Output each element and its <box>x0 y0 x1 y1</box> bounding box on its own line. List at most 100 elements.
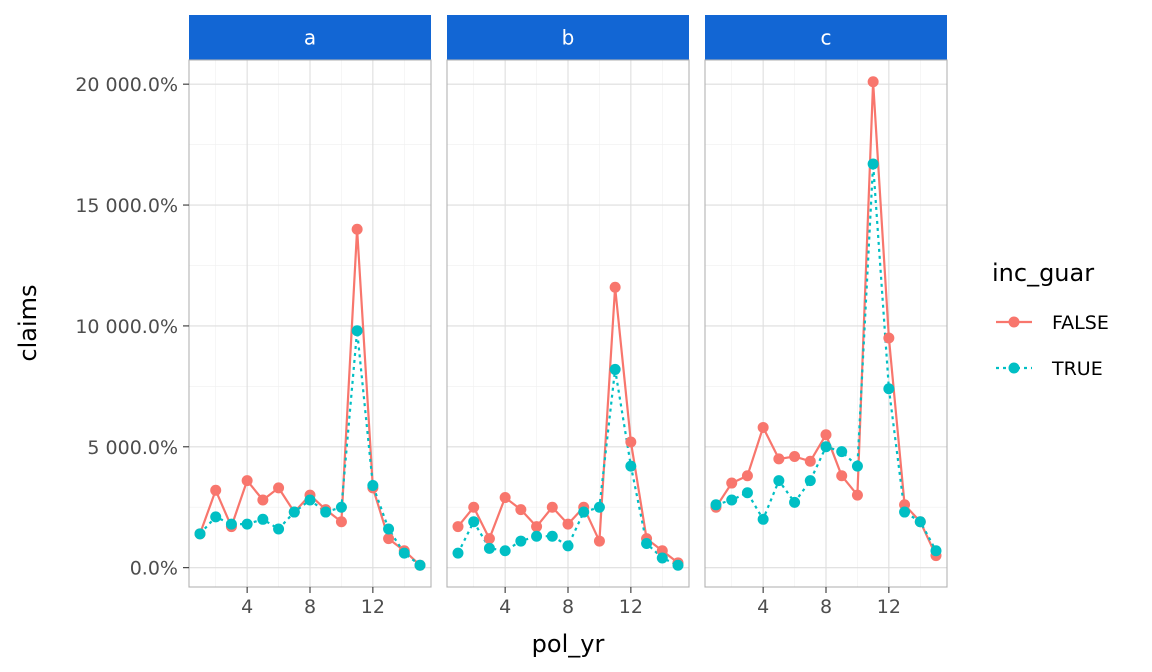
facet-strip-a <box>189 15 431 60</box>
data-point-false <box>851 489 863 501</box>
data-point-false <box>741 470 753 482</box>
data-point-true <box>773 475 785 487</box>
facet-panels: a b c <box>188 15 948 588</box>
data-point-false <box>273 482 285 494</box>
y-axis-title: claims <box>14 284 42 361</box>
data-point-true <box>804 475 816 487</box>
facet-panel-b: b <box>446 15 690 588</box>
data-point-true <box>836 446 848 458</box>
x-tick-label: 12 <box>877 596 901 618</box>
data-point-false <box>515 504 527 516</box>
data-point-false <box>531 521 543 533</box>
data-point-true <box>851 460 863 472</box>
data-point-true <box>383 523 395 535</box>
facet-panel-a: a <box>188 15 432 588</box>
legend-entry-false: FALSE <box>996 312 1109 334</box>
data-point-true <box>883 383 895 395</box>
data-point-true <box>609 363 621 375</box>
data-point-false <box>452 521 464 533</box>
data-point-true <box>820 441 832 453</box>
data-point-true <box>899 506 911 518</box>
data-point-false <box>773 453 785 465</box>
data-point-true <box>225 518 237 530</box>
data-point-false <box>625 436 637 448</box>
data-point-false <box>383 533 395 545</box>
data-point-true <box>515 535 527 547</box>
data-point-false <box>820 429 832 441</box>
facet-strip-c <box>705 15 947 60</box>
x-tick-label: 4 <box>241 596 253 618</box>
data-point-true <box>625 460 637 472</box>
legend-key-point <box>1008 316 1020 328</box>
legend-entry-true: TRUE <box>996 358 1103 380</box>
data-point-false <box>241 475 253 487</box>
data-point-false <box>562 518 574 530</box>
data-point-true <box>930 545 942 557</box>
data-point-true <box>414 559 426 571</box>
data-point-false <box>789 450 801 462</box>
data-point-false <box>804 455 816 467</box>
data-point-true <box>656 552 668 564</box>
y-tick-label: 10 000.0% <box>75 316 178 338</box>
gridlines <box>447 60 689 587</box>
data-point-true <box>398 547 410 559</box>
data-point-true <box>499 545 511 557</box>
x-axis: 4 8 12 4 8 12 4 8 12 <box>241 587 901 618</box>
y-tick-label: 15 000.0% <box>75 195 178 217</box>
legend-title: inc_guar <box>992 259 1094 287</box>
facet-strip-label: b <box>562 26 575 50</box>
data-point-true <box>304 494 316 506</box>
legend: inc_guar FALSE TRUE <box>992 259 1109 380</box>
data-point-true <box>867 158 879 170</box>
data-point-false <box>468 501 480 513</box>
data-point-true <box>710 499 722 511</box>
facet-strip-label: c <box>821 26 832 50</box>
data-point-true <box>741 487 753 499</box>
data-point-true <box>578 506 590 518</box>
data-point-false <box>210 484 222 496</box>
data-point-true <box>452 547 464 559</box>
data-point-false <box>257 494 269 506</box>
data-point-true <box>320 506 332 518</box>
data-point-true <box>789 496 801 508</box>
y-tick-label: 20 000.0% <box>75 74 178 96</box>
data-point-true <box>273 523 285 535</box>
data-point-true <box>288 506 300 518</box>
data-point-true <box>468 516 480 528</box>
data-point-false <box>351 223 363 235</box>
data-point-true <box>335 501 347 513</box>
data-point-false <box>726 477 738 489</box>
data-point-false <box>867 76 879 88</box>
data-point-true <box>726 494 738 506</box>
x-tick-label: 8 <box>304 596 316 618</box>
x-tick-label: 4 <box>499 596 511 618</box>
x-tick-label: 12 <box>361 596 385 618</box>
data-point-true <box>757 513 769 525</box>
data-point-false <box>499 492 511 504</box>
data-point-true <box>483 542 495 554</box>
data-point-true <box>641 537 653 549</box>
data-point-false <box>883 332 895 344</box>
x-tick-label: 4 <box>757 596 769 618</box>
data-point-true <box>546 530 558 542</box>
facet-strip-label: a <box>304 26 316 50</box>
data-point-true <box>367 479 379 491</box>
facet-panel-c: c <box>704 15 948 588</box>
data-point-true <box>257 513 269 525</box>
data-point-true <box>672 559 684 571</box>
data-point-true <box>241 518 253 530</box>
data-point-false <box>593 535 605 547</box>
data-point-false <box>757 421 769 433</box>
data-point-true <box>351 325 363 337</box>
data-point-false <box>483 533 495 545</box>
legend-label: FALSE <box>1052 312 1109 334</box>
y-tick-label: 0.0% <box>130 558 178 580</box>
x-tick-label: 8 <box>820 596 832 618</box>
gridlines <box>705 60 947 587</box>
data-point-false <box>335 516 347 528</box>
data-point-true <box>562 540 574 552</box>
legend-label: TRUE <box>1051 358 1103 380</box>
data-point-true <box>914 516 926 528</box>
data-point-false <box>609 281 621 293</box>
